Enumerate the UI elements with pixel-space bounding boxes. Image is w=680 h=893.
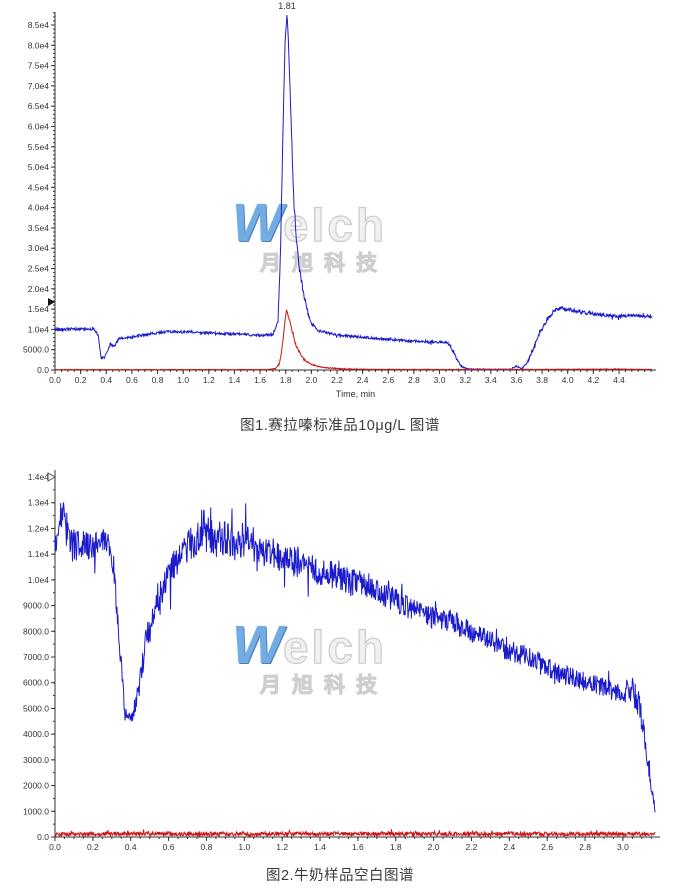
- x-tick-label: 3.2: [459, 375, 471, 385]
- figure2-caption: 图2.牛奶样品空白图谱: [265, 868, 415, 884]
- watermark-brand-rest: elch: [282, 621, 388, 673]
- x-tick-label: 4.2: [587, 375, 599, 385]
- x-tick-label: 0.8: [201, 842, 213, 852]
- trace-red: [54, 828, 656, 839]
- y-tick-label: 6.0e4: [28, 121, 50, 131]
- x-tick-label: 1.6: [254, 375, 266, 385]
- x-tick-label: 3.0: [617, 842, 629, 852]
- x-tick-label: 1.8: [390, 842, 402, 852]
- y-tick-label: 2.0e4: [28, 284, 50, 294]
- y-tick-label: 5000.0: [23, 345, 49, 355]
- chromatogram-figure2: 0.0 0.2 0.4 0.6 0.8 1.0 1.2 1.4 1.6 1.8 2.0 2.2 2.4 2…: [23, 470, 660, 852]
- y-tick-label: 5000.0: [23, 703, 49, 713]
- trace-red: [54, 309, 653, 372]
- axis-marker-icon: [47, 472, 57, 482]
- y-tick-label: 1.1e4: [28, 549, 50, 559]
- watermark-brand-initial: W: [232, 193, 283, 253]
- x-tick-label: 2.8: [579, 842, 591, 852]
- x-tick-label: 2.0: [305, 375, 317, 385]
- x-tick-label: 2.4: [503, 842, 515, 852]
- axis-marker-icon: [48, 298, 55, 307]
- y-tick-label: 7.0e4: [28, 81, 50, 91]
- x-tick-label: 0.2: [75, 375, 87, 385]
- x-tick-label: 1.0: [238, 842, 250, 852]
- y-tick-label: 8.0e4: [28, 40, 50, 50]
- y-tick-label: 1.2e4: [28, 523, 50, 533]
- x-tick-label: 2.4: [357, 375, 369, 385]
- y-tick-label: 6000.0: [23, 678, 49, 688]
- x-tick-label: 0.0: [49, 375, 61, 385]
- x-tick-label: 3.0: [434, 375, 446, 385]
- x-tick-label: 0.6: [163, 842, 175, 852]
- y-tick-label: 1.3e4: [28, 498, 50, 508]
- y-tick-label: 1000.0: [23, 806, 49, 816]
- y-tick-label: 3000.0: [23, 755, 49, 765]
- watermark-brand-initial: W: [232, 615, 283, 675]
- x-tick-label: 1.2: [276, 842, 288, 852]
- x-tick-label: 2.0: [428, 842, 440, 852]
- x-tick-label: 4.4: [613, 375, 625, 385]
- y-tick-label: 4.0e4: [28, 203, 50, 213]
- y-tick-label: 8000.0: [23, 626, 49, 636]
- figure1-caption: 图1.赛拉嗪标准品10μg/L 图谱: [240, 418, 440, 434]
- y-tick-label: 4.5e4: [28, 182, 50, 192]
- y-tick-label: 2000.0: [23, 781, 49, 791]
- watermark-subtitle: 月旭科技: [260, 252, 388, 275]
- chromatogram-figure1: 0.0 0.2 0.4 0.6 0.8 1.0 1.2 1.4 1.6 1.8 2.0 2.2 2.4 2…: [23, 1, 656, 399]
- y-tick-label: 1.5e4: [28, 304, 50, 314]
- y-tick-label: 5.0e4: [28, 162, 50, 172]
- x-tick-label: 2.6: [541, 842, 553, 852]
- y-tick-label: 0.0: [37, 832, 49, 842]
- x-tick-label: 1.8: [280, 375, 292, 385]
- trace-blue: [54, 14, 653, 371]
- x-tick-label: 1.0: [177, 375, 189, 385]
- y-tick-label: 1.0e4: [28, 575, 50, 585]
- x-tick-label: 0.4: [100, 375, 112, 385]
- x-tick-label: 3.4: [485, 375, 497, 385]
- x-tick-label: 0.6: [126, 375, 138, 385]
- y-tick-label: 5.5e4: [28, 142, 50, 152]
- x-tick-label: 3.8: [536, 375, 548, 385]
- watermark-brand: Welch: [232, 196, 462, 250]
- x-tick-label: 2.2: [466, 842, 478, 852]
- y-tick-label: 8.5e4: [28, 20, 50, 30]
- y-tick-label: 0.0: [37, 365, 49, 375]
- x-tick-label: 0.2: [87, 842, 99, 852]
- trace-blue: [54, 502, 656, 813]
- x-tick-label: 1.4: [314, 842, 326, 852]
- watermark-subtitle: 月旭科技: [260, 674, 388, 697]
- x-tick-label: 2.2: [331, 375, 343, 385]
- watermark-figure2: Welch 月旭科技: [232, 618, 462, 697]
- y-tick-label: 6.5e4: [28, 101, 50, 111]
- x-tick-label: 0.8: [152, 375, 164, 385]
- y-tick-label: 7000.0: [23, 652, 49, 662]
- watermark-figure1: Welch 月旭科技: [232, 196, 462, 275]
- x-tick-label: 4.0: [562, 375, 574, 385]
- peak-label: 1.81: [278, 1, 296, 11]
- x-tick-label: 0.0: [49, 842, 61, 852]
- watermark-brand: Welch: [232, 618, 462, 672]
- x-tick-label: 1.2: [203, 375, 215, 385]
- x-tick-label: 2.6: [382, 375, 394, 385]
- y-tick-label: 1.4e4: [28, 472, 50, 482]
- y-tick-label: 2.5e4: [28, 264, 50, 274]
- x-tick-label: 1.6: [352, 842, 364, 852]
- y-tick-label: 1.0e4: [28, 324, 50, 334]
- watermark-brand-rest: elch: [282, 199, 388, 251]
- x-tick-label: 2.8: [408, 375, 420, 385]
- x-tick-label: 1.4: [229, 375, 241, 385]
- x-tick-label: 3.6: [511, 375, 523, 385]
- x-tick-label: 0.4: [125, 842, 137, 852]
- y-tick-label: 9000.0: [23, 601, 49, 611]
- x-axis-title: Time, min: [336, 389, 375, 399]
- y-tick-label: 4000.0: [23, 729, 49, 739]
- y-tick-label: 3.5e4: [28, 223, 50, 233]
- y-tick-label: 3.0e4: [28, 243, 50, 253]
- y-tick-label: 7.5e4: [28, 61, 50, 71]
